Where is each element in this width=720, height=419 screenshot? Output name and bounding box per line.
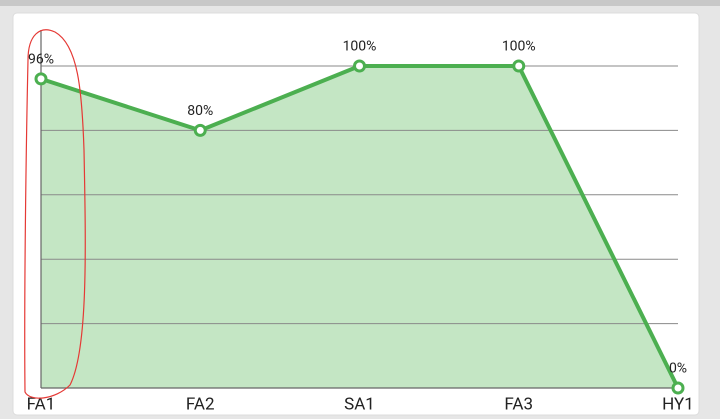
data-label: 0% <box>669 361 687 377</box>
data-label: 80% <box>187 103 213 119</box>
data-label: 100% <box>343 39 377 55</box>
point <box>671 381 685 395</box>
point <box>353 59 366 73</box>
x-tick-label: HY1 <box>662 394 694 414</box>
data-label: 96% <box>28 52 54 68</box>
x-tick-label: FA1 <box>27 394 56 414</box>
data-label: 100% <box>502 39 536 55</box>
point <box>512 59 526 73</box>
plot-area: 96% FA1 80% FA2 100% SA1 100% FA3 0% HY1 <box>27 30 694 414</box>
point <box>193 123 207 137</box>
x-tick-label: FA2 <box>186 394 215 414</box>
annotation-circle <box>24 29 86 399</box>
x-tick-label: SA1 <box>344 394 375 414</box>
x-tick-label: FA3 <box>504 394 533 414</box>
top-bar <box>0 0 720 6</box>
point <box>34 72 48 86</box>
area <box>41 66 678 388</box>
